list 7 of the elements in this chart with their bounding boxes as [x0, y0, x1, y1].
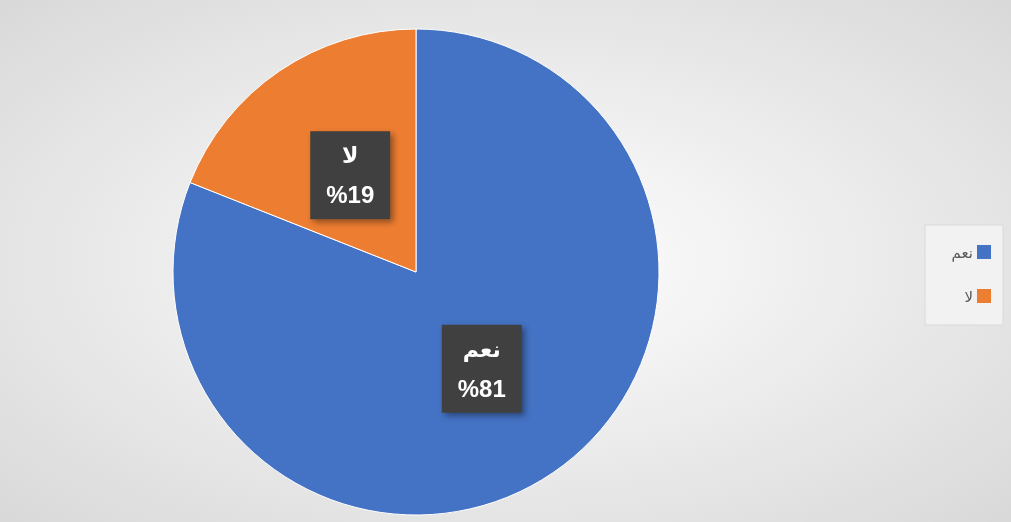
data-label: %81: [457, 374, 506, 402]
pie-slice: [172, 28, 660, 516]
slice-label: لا: [342, 143, 359, 169]
slice-label: نعم: [462, 336, 501, 362]
data-label: %19: [326, 181, 375, 209]
legend-label: لا: [964, 288, 973, 306]
category-label: نعم: [951, 244, 973, 262]
